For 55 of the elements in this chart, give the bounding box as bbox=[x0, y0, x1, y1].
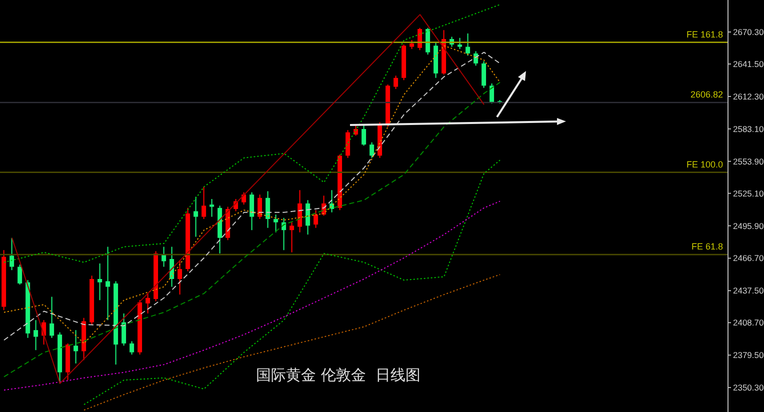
candlestick bbox=[162, 246, 166, 268]
line-series bbox=[4, 4, 500, 263]
candlestick bbox=[306, 200, 310, 236]
candlestick bbox=[34, 320, 38, 351]
y-tick-label: 2408.70 bbox=[733, 318, 764, 328]
candlestick bbox=[490, 82, 494, 104]
y-tick-label: 2466.70 bbox=[733, 253, 764, 264]
y-tick-label: 2553.90 bbox=[733, 156, 764, 166]
candlestick bbox=[298, 190, 302, 233]
y-tick-label: 2495.90 bbox=[733, 220, 764, 231]
line-series bbox=[84, 274, 500, 411]
candlestick bbox=[274, 214, 278, 233]
y-tick-label: 2641.50 bbox=[733, 59, 764, 70]
y-tick-label: 2437.50 bbox=[733, 286, 764, 296]
y-tick-label: 2379.50 bbox=[733, 350, 764, 360]
candlestick bbox=[258, 194, 262, 220]
y-tick-label: 2612.30 bbox=[733, 91, 764, 102]
candlestick bbox=[482, 60, 486, 88]
ref-line-label: FE 161.8 bbox=[686, 29, 723, 40]
candlestick bbox=[98, 262, 102, 301]
candlestick bbox=[426, 27, 430, 56]
line-series bbox=[12, 14, 484, 384]
candlestick bbox=[146, 292, 150, 314]
y-tick-label: 2350.30 bbox=[733, 382, 764, 393]
line-series bbox=[4, 200, 500, 391]
candlestick bbox=[290, 222, 294, 253]
y-tick-label: 2583.10 bbox=[733, 124, 764, 134]
candlestick bbox=[210, 198, 214, 218]
y-tick-label: 2670.30 bbox=[733, 27, 764, 38]
candlestick bbox=[370, 142, 374, 158]
candlestick bbox=[466, 32, 470, 56]
candlestick bbox=[130, 340, 134, 356]
candlestick bbox=[242, 192, 246, 206]
line-series bbox=[84, 160, 500, 406]
candlestick bbox=[50, 296, 54, 338]
candlestick bbox=[394, 75, 398, 90]
ref-line-label: FE 100.0 bbox=[686, 159, 723, 170]
text: 国际黄金 伦敦金 日线图 bbox=[256, 366, 420, 385]
candlestick bbox=[122, 312, 126, 346]
candlestick bbox=[266, 190, 270, 228]
candlestick bbox=[346, 130, 350, 158]
candlestick bbox=[314, 210, 318, 228]
candlestick bbox=[362, 124, 366, 146]
ref-line-label: FE 61.8 bbox=[691, 242, 723, 252]
candlestick bbox=[18, 264, 22, 286]
candlestick bbox=[250, 192, 254, 231]
candlestick bbox=[194, 196, 198, 238]
candlestick bbox=[106, 246, 110, 321]
candlestick bbox=[178, 260, 182, 296]
candlestick bbox=[458, 37, 462, 50]
ref-line-label: 2606.82 bbox=[690, 90, 723, 100]
y-tick-label: 2525.10 bbox=[733, 188, 764, 198]
candlestick bbox=[74, 330, 78, 364]
candlestick bbox=[10, 237, 14, 271]
candlestick bbox=[202, 186, 206, 220]
